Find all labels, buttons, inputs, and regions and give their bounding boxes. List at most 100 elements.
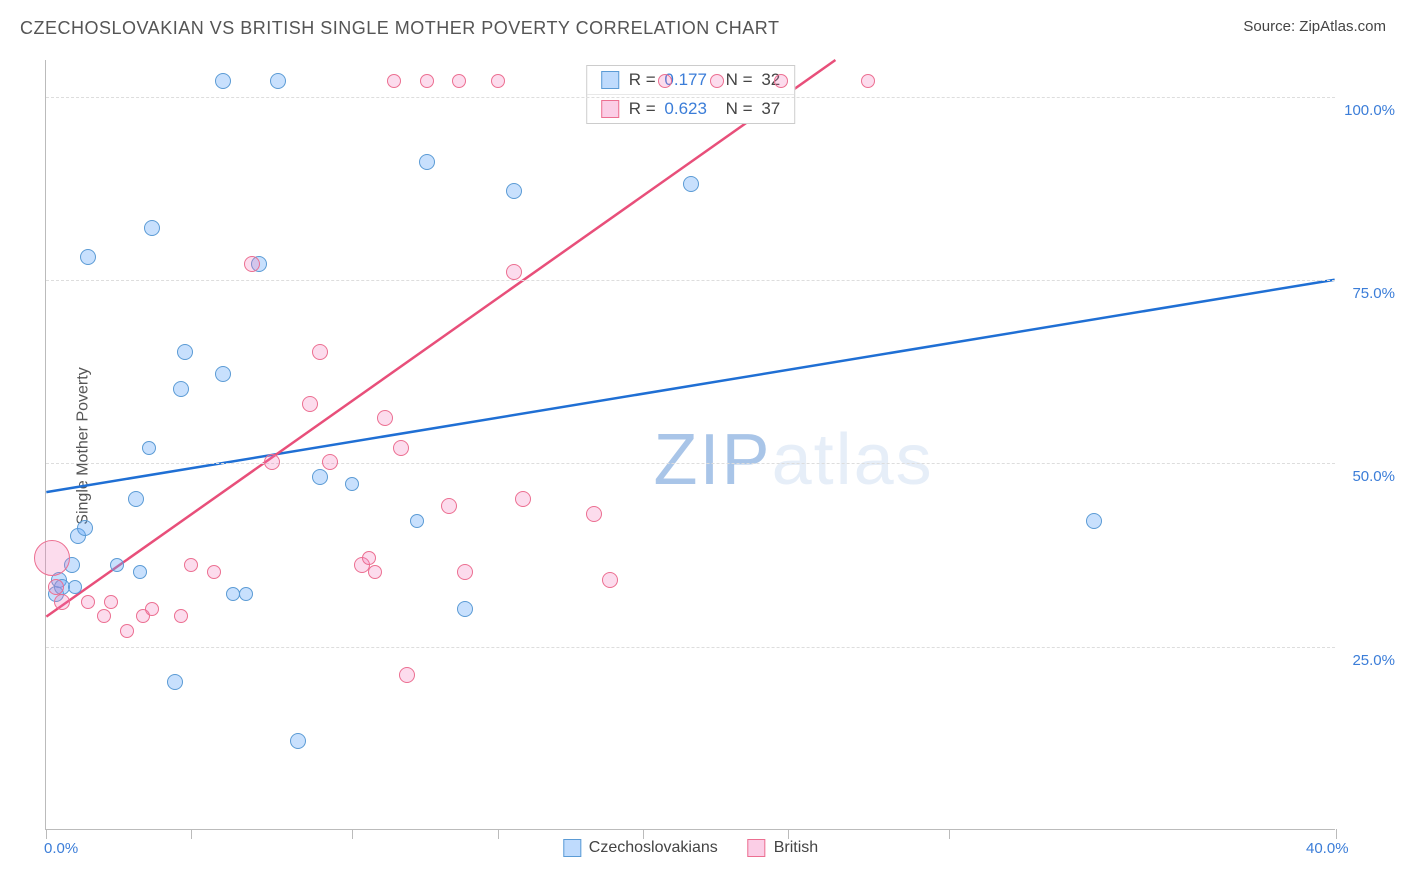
data-point: [410, 514, 424, 528]
data-point: [144, 220, 160, 236]
gridline-h: [46, 647, 1335, 648]
xtick: [46, 829, 47, 839]
data-point: [457, 601, 473, 617]
source-label: Source:: [1243, 18, 1299, 35]
data-point: [120, 624, 134, 638]
data-point: [658, 74, 672, 88]
data-point: [68, 580, 82, 594]
watermark-suffix: atlas: [772, 420, 934, 500]
data-point: [452, 74, 466, 88]
chart-container: CZECHOSLOVAKIAN VS BRITISH SINGLE MOTHER…: [0, 0, 1406, 892]
chart-title: CZECHOSLOVAKIAN VS BRITISH SINGLE MOTHER…: [20, 18, 779, 39]
ytick-label: 100.0%: [1344, 102, 1395, 119]
ytick-label: 75.0%: [1352, 285, 1395, 302]
ytick-label: 50.0%: [1352, 468, 1395, 485]
watermark-prefix: ZIP: [654, 420, 772, 500]
data-point: [142, 441, 156, 455]
ytick-label: 25.0%: [1352, 652, 1395, 669]
data-point: [81, 595, 95, 609]
data-point: [368, 565, 382, 579]
data-point: [174, 609, 188, 623]
legend-item-czech: Czechoslovakians: [563, 839, 718, 857]
trendline: [46, 280, 1334, 492]
data-point: [1086, 513, 1102, 529]
data-point: [710, 74, 724, 88]
xtick: [643, 829, 644, 839]
data-point: [177, 344, 193, 360]
data-point: [586, 506, 602, 522]
data-point: [215, 366, 231, 382]
data-point: [491, 74, 505, 88]
data-point: [506, 183, 522, 199]
data-point: [515, 491, 531, 507]
data-point: [184, 558, 198, 572]
xtick: [1336, 829, 1337, 839]
data-point: [54, 594, 70, 610]
data-point: [264, 454, 280, 470]
data-point: [133, 565, 147, 579]
data-point: [377, 410, 393, 426]
r-label: R =: [629, 99, 656, 118]
data-point: [34, 540, 70, 576]
data-point: [419, 154, 435, 170]
data-point: [215, 73, 231, 89]
data-point: [77, 520, 93, 536]
legend-label-czech: Czechoslovakians: [589, 839, 718, 857]
gridline-h: [46, 280, 1335, 281]
data-point: [362, 551, 376, 565]
source-attribution: Source: ZipAtlas.com: [1243, 18, 1386, 35]
footer-legend: Czechoslovakians British: [563, 839, 818, 857]
n-label: N =: [726, 99, 753, 118]
data-point: [290, 733, 306, 749]
data-point: [104, 595, 118, 609]
stats-box: R = 0.177 N = 32 R = 0.623 N = 37: [586, 65, 796, 124]
data-point: [145, 602, 159, 616]
data-point: [80, 249, 96, 265]
data-point: [861, 74, 875, 88]
data-point: [167, 674, 183, 690]
data-point: [312, 469, 328, 485]
xtick: [498, 829, 499, 839]
data-point: [97, 609, 111, 623]
source-name: ZipAtlas.com: [1299, 18, 1386, 35]
data-point: [441, 498, 457, 514]
stats-row-czech: R = 0.177 N = 32: [587, 66, 795, 94]
swatch-pink-icon: [601, 100, 619, 118]
xtick: [352, 829, 353, 839]
data-point: [270, 73, 286, 89]
data-point: [173, 381, 189, 397]
data-point: [602, 572, 618, 588]
data-point: [345, 477, 359, 491]
british-r-value: 0.623: [664, 99, 707, 118]
data-point: [506, 264, 522, 280]
n-label: N =: [726, 70, 753, 89]
data-point: [420, 74, 434, 88]
data-point: [457, 564, 473, 580]
data-point: [774, 74, 788, 88]
data-point: [110, 558, 124, 572]
watermark: ZIPatlas: [654, 419, 934, 501]
data-point: [322, 454, 338, 470]
data-point: [239, 587, 253, 601]
british-n-value: 37: [761, 99, 780, 118]
xtick: [949, 829, 950, 839]
data-point: [399, 667, 415, 683]
xtick: [191, 829, 192, 839]
data-point: [683, 176, 699, 192]
xtick-label: 0.0%: [44, 840, 78, 857]
data-point: [393, 440, 409, 456]
data-point: [128, 491, 144, 507]
plot-area: ZIPatlas R = 0.177 N = 32 R = 0.623 N = …: [45, 60, 1335, 830]
swatch-pink-icon: [748, 839, 766, 857]
data-point: [226, 587, 240, 601]
data-point: [48, 579, 64, 595]
data-point: [387, 74, 401, 88]
xtick-label: 40.0%: [1306, 840, 1349, 857]
trendline: [46, 60, 835, 617]
gridline-h: [46, 97, 1335, 98]
gridline-h: [46, 463, 1335, 464]
r-label: R =: [629, 70, 656, 89]
swatch-blue-icon: [563, 839, 581, 857]
data-point: [302, 396, 318, 412]
legend-item-british: British: [748, 839, 818, 857]
